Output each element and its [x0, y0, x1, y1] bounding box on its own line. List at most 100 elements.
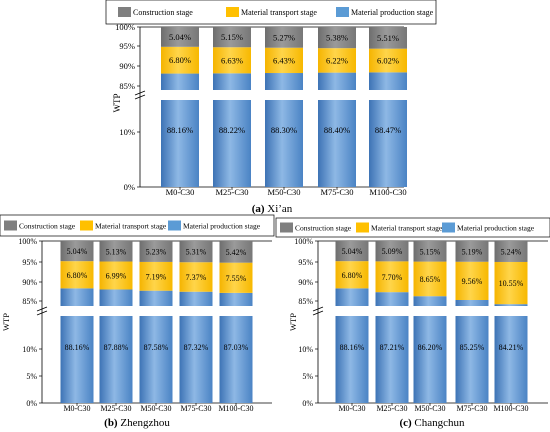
chart-panel-1: Construction stage Material transport sta… [105, 0, 437, 215]
bar-production [161, 73, 199, 90]
legend-swatch [80, 220, 93, 231]
legend-label: Material production stage [457, 224, 535, 233]
x-tick-label: M50-C30 [267, 187, 300, 197]
data-label: 7.70% [382, 273, 403, 282]
y-tick-label: 95% [22, 258, 37, 267]
x-tick-label: M25-C30 [100, 404, 131, 413]
data-label: 7.19% [146, 272, 167, 281]
y-tick-label: 5% [26, 372, 37, 381]
bar-transport [455, 261, 489, 300]
data-label: 88.16% [340, 343, 365, 352]
data-label: 6.63% [221, 55, 243, 65]
bar-transport [413, 261, 447, 297]
bar-production [494, 316, 528, 403]
data-label: 88.22% [219, 125, 245, 135]
legend-label: Material transport stage [95, 222, 167, 231]
y-tick-label: 5% [302, 372, 313, 381]
y-axis-label: WTP [112, 94, 122, 113]
bar-transport [60, 261, 94, 289]
legend-label: Construction stage [295, 224, 352, 233]
y-tick-label: 90% [298, 278, 313, 287]
bar-transport [161, 46, 199, 74]
bar-production [265, 100, 303, 187]
y-tick-label: 85% [22, 297, 37, 306]
bar-construction [413, 241, 447, 262]
bar-construction [161, 27, 199, 47]
bar-production [179, 291, 213, 306]
x-tick-label: M0-C30 [166, 187, 195, 197]
legend-swatch [4, 220, 17, 231]
y-tick-label: 0% [302, 399, 313, 408]
legend-frame [275, 217, 550, 238]
x-tick-label: M0-C30 [338, 404, 365, 413]
bar-transport [213, 47, 251, 74]
data-label: 88.16% [167, 125, 193, 135]
chart-panel-3: Construction stage Material transport sta… [275, 217, 550, 429]
axis-break-mark [312, 306, 324, 316]
y-tick-label: 0% [124, 182, 135, 192]
bar-production [455, 300, 489, 306]
data-label: 6.02% [377, 56, 399, 66]
x-tick-label: M25-C30 [376, 404, 407, 413]
legend-swatch [280, 222, 293, 233]
legend-swatch [226, 7, 239, 17]
bar-production [265, 73, 303, 90]
data-label: 5.38% [326, 33, 348, 43]
bar-construction [265, 27, 303, 48]
data-label: 5.04% [67, 247, 88, 256]
y-tick-label: 10% [298, 345, 313, 354]
bar-transport [369, 48, 407, 73]
y-tick-label: 100% [115, 22, 135, 32]
bar-production [335, 288, 369, 306]
legend-label: Material production stage [351, 8, 434, 17]
bar-production [375, 292, 409, 306]
chart-panel-2: Construction stage Material transport sta… [0, 214, 275, 429]
y-tick-label: 100% [18, 237, 37, 246]
bar-construction [60, 241, 94, 262]
bar-production [213, 100, 251, 187]
bar-transport [99, 261, 133, 290]
legend-swatch [168, 220, 181, 231]
data-label: 5.15% [221, 32, 243, 42]
chart-caption: (b) Zhengzhou [104, 417, 170, 429]
data-label: 7.37% [186, 273, 207, 282]
x-tick-label: M100-C30 [369, 187, 406, 197]
bar-transport [494, 261, 528, 305]
chart-caption: (a) Xi’an [252, 203, 293, 215]
bar-production [139, 316, 173, 403]
bar-construction [455, 241, 489, 262]
data-label: 5.23% [146, 247, 167, 256]
bar-transport [265, 47, 303, 74]
data-label: 5.09% [382, 247, 403, 256]
bar-production [139, 290, 173, 306]
data-label: 8.65% [420, 275, 441, 284]
bar-production [179, 316, 213, 403]
data-label: 86.20% [418, 343, 443, 352]
y-tick-label: 0% [26, 399, 37, 408]
data-label: 87.21% [380, 343, 405, 352]
legend-label: Material transport stage [371, 224, 443, 233]
y-axis-label: WTP [1, 313, 11, 331]
data-label: 87.03% [224, 343, 249, 352]
data-label: 88.30% [271, 125, 297, 135]
legend-swatch [356, 222, 369, 233]
x-tick-label: M75-C30 [456, 404, 487, 413]
bar-construction [139, 241, 173, 262]
y-tick-label: 90% [22, 278, 37, 287]
y-tick-label: 90% [119, 61, 135, 71]
data-label: 5.04% [342, 247, 363, 256]
bar-transport [219, 262, 253, 293]
data-label: 5.51% [377, 33, 399, 43]
legend-label: Material transport stage [241, 8, 317, 17]
bar-construction [179, 241, 213, 263]
y-tick-label: 95% [119, 41, 135, 51]
bar-construction [318, 27, 356, 49]
bar-production [219, 292, 253, 306]
data-label: 5.24% [501, 247, 522, 256]
bar-production [413, 296, 447, 306]
data-label: 7.55% [226, 274, 247, 283]
bar-production [369, 100, 407, 187]
data-label: 6.99% [106, 272, 127, 281]
legend-swatch [336, 7, 349, 17]
